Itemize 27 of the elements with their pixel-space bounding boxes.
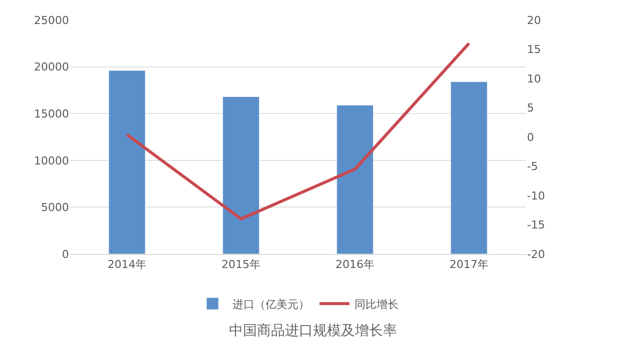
y2-tick-label: -10	[527, 189, 545, 202]
y2-tick-label: -20	[527, 248, 545, 261]
bar	[222, 96, 260, 254]
x-tick-label: 2017年	[450, 258, 488, 272]
line-series	[126, 42, 470, 220]
x-tick-label: 2014年	[108, 258, 146, 272]
text: 中国商品进口规模及增长率	[229, 323, 397, 340]
bar	[450, 82, 488, 254]
legend-label: 同比增长	[354, 298, 398, 311]
y2-tick-label: -15	[527, 218, 545, 232]
y-tick-label: 25000	[34, 14, 69, 27]
legend-label: 进口（亿美元）	[232, 298, 310, 311]
y-tick-label: 0	[62, 248, 69, 261]
x-tick-label: 2015年	[222, 258, 260, 272]
bar	[336, 104, 374, 254]
y-tick-label: 5000	[41, 201, 69, 214]
y2-tick-label: -5	[527, 160, 538, 174]
y2-tick-label: 5	[527, 102, 534, 115]
y2-tick-label: 20	[527, 14, 541, 27]
x-tick-label: 2016年	[336, 258, 374, 272]
y2-tick-label: 15	[527, 43, 541, 56]
y-tick-label: 20000	[34, 60, 69, 74]
bar	[108, 70, 146, 254]
y2-tick-label: 0	[527, 130, 534, 144]
y-tick-label: 10000	[34, 154, 69, 168]
y-tick-label: 15000	[34, 107, 69, 120]
y2-tick-label: 10	[527, 72, 541, 86]
